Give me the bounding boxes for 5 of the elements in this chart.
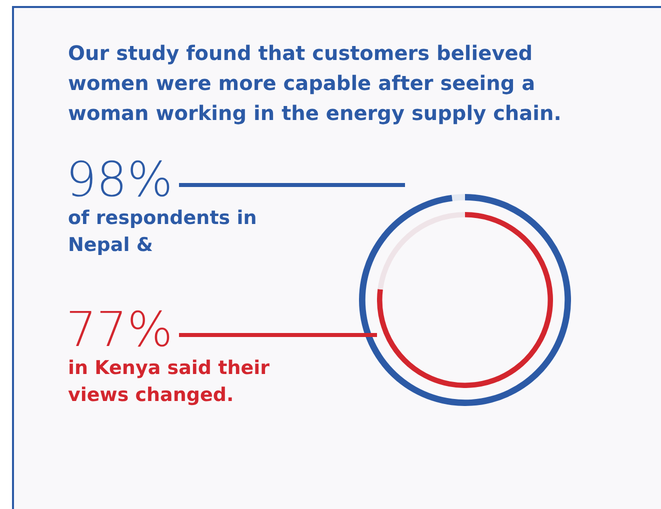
text: in Kenya said their views changed. [68, 356, 271, 408]
text: 77% [66, 302, 173, 358]
text: of respondents in Nepal & [68, 206, 258, 258]
chart-title: Our study found that customers believed women were more capable after seeing a woman working in the energy supply chain. [68, 40, 562, 127]
text: 98% [66, 152, 173, 208]
